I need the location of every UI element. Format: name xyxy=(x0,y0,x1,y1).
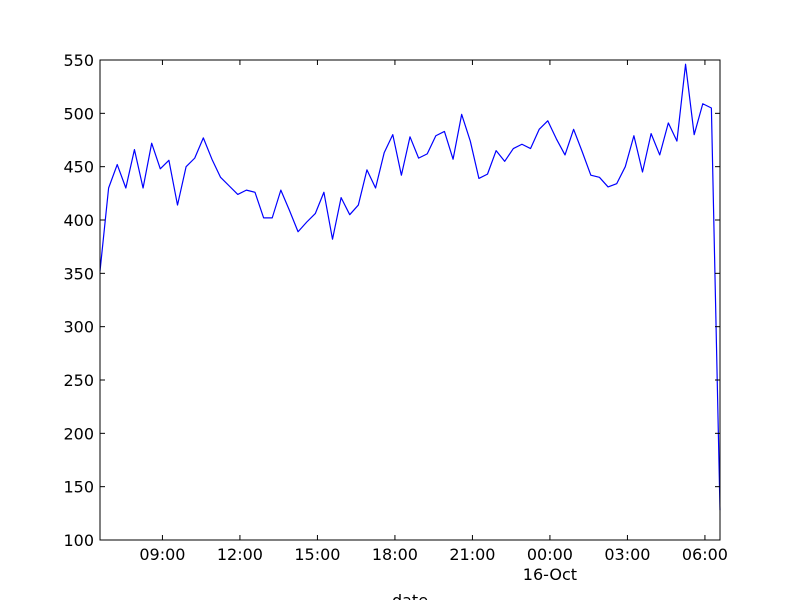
data-point xyxy=(702,103,704,105)
data-point xyxy=(452,158,454,160)
data-point xyxy=(693,134,695,136)
data-point xyxy=(573,129,575,131)
data-point xyxy=(203,137,205,139)
data-point xyxy=(478,178,480,180)
data-point xyxy=(263,217,265,219)
data-point xyxy=(289,210,291,212)
data-point xyxy=(134,149,136,151)
data-point xyxy=(633,135,635,137)
data-point xyxy=(556,138,558,140)
data-point xyxy=(668,122,670,124)
data-point xyxy=(151,142,153,144)
x-tick-label: 21:00 xyxy=(449,545,495,564)
axes-frame xyxy=(99,59,721,541)
x-tick-label: 15:00 xyxy=(294,545,340,564)
y-tick-label: 200 xyxy=(63,424,94,443)
y-tick-label: 350 xyxy=(63,264,94,283)
data-point xyxy=(599,177,601,179)
data-point xyxy=(185,166,187,168)
series-layer xyxy=(99,63,721,511)
data-point xyxy=(297,231,299,233)
y-tick-label: 450 xyxy=(63,158,94,177)
data-point xyxy=(642,171,644,173)
y-tick-label: 550 xyxy=(63,51,94,70)
data-point xyxy=(513,148,515,150)
data-point xyxy=(125,187,127,189)
data-point xyxy=(401,174,403,176)
x-tick-label: 06:00 xyxy=(682,545,728,564)
data-point xyxy=(228,185,230,187)
data-point xyxy=(624,166,626,168)
data-point xyxy=(444,131,446,133)
data-point xyxy=(358,204,360,206)
data-point xyxy=(581,151,583,153)
data-point xyxy=(116,164,118,166)
data-point xyxy=(538,129,540,131)
data-point xyxy=(590,174,592,176)
data-point xyxy=(349,214,351,216)
data-point xyxy=(168,159,170,161)
data-point xyxy=(685,63,687,65)
y-tick-label: 250 xyxy=(63,371,94,390)
y-tick-label: 400 xyxy=(63,211,94,230)
data-point xyxy=(159,168,161,170)
data-point xyxy=(530,148,532,150)
x-tick-label: 03:00 xyxy=(604,545,650,564)
data-point xyxy=(564,154,566,156)
data-point xyxy=(323,191,325,193)
data-point xyxy=(435,135,437,137)
data-point xyxy=(607,186,609,188)
data-point xyxy=(194,157,196,159)
x-tick-label: 18:00 xyxy=(372,545,418,564)
data-point xyxy=(271,217,273,219)
y-axis: 100 150 200 250 300 350 400 450 500 550 xyxy=(63,51,720,550)
data-point xyxy=(711,107,713,109)
data-point xyxy=(142,187,144,189)
series-line xyxy=(99,63,721,511)
data-point xyxy=(418,157,420,159)
data-point xyxy=(469,140,471,142)
x-tick-sublabel: 16-Oct xyxy=(523,565,577,584)
x-axis-label: date xyxy=(392,591,428,600)
data-point xyxy=(659,154,661,156)
data-point xyxy=(306,221,308,223)
data-point xyxy=(676,140,678,142)
x-tick-label: 09:00 xyxy=(139,545,185,564)
data-point xyxy=(383,152,385,154)
data-point xyxy=(504,161,506,163)
data-point xyxy=(332,238,334,240)
data-point xyxy=(237,194,239,196)
data-point xyxy=(177,204,179,206)
data-point xyxy=(366,169,368,171)
data-point xyxy=(392,134,394,136)
data-point xyxy=(426,153,428,155)
data-point xyxy=(650,133,652,135)
x-tick-label: 00:00 xyxy=(527,545,573,564)
data-point xyxy=(211,158,213,160)
data-point xyxy=(375,187,377,189)
y-tick-label: 500 xyxy=(63,104,94,123)
data-point xyxy=(254,191,256,193)
data-point xyxy=(521,143,523,145)
data-point xyxy=(547,120,549,122)
x-tick-label: 12:00 xyxy=(217,545,263,564)
data-point xyxy=(314,213,316,215)
data-point xyxy=(409,136,411,138)
data-point xyxy=(495,150,497,152)
data-point xyxy=(461,114,463,116)
data-point xyxy=(220,177,222,179)
data-point xyxy=(340,197,342,199)
data-point xyxy=(616,183,618,185)
y-tick-label: 150 xyxy=(63,478,94,497)
data-point xyxy=(246,189,248,191)
y-tick-label: 100 xyxy=(63,531,94,550)
data-point xyxy=(280,189,282,191)
y-tick-label: 300 xyxy=(63,318,94,337)
data-point xyxy=(108,187,110,189)
data-point xyxy=(487,173,489,175)
